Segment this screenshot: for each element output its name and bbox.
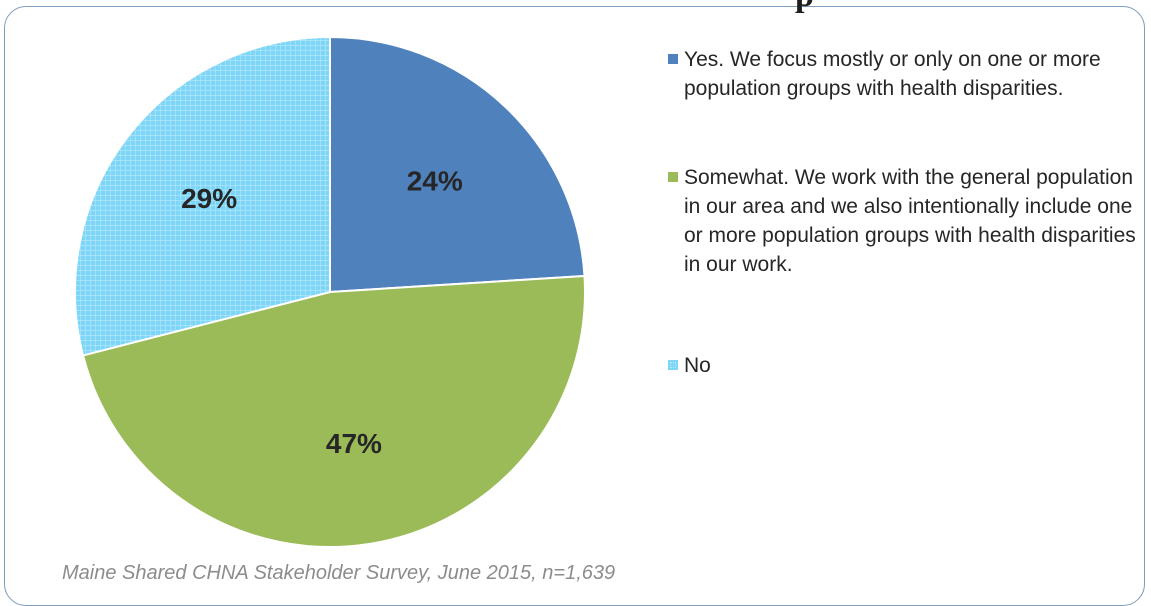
- legend-swatch-no: [668, 360, 678, 370]
- pie-label-somewhat: 47%: [326, 428, 382, 459]
- legend-item-no: No: [668, 351, 1138, 380]
- legend-label-somewhat: Somewhat. We work with the general popul…: [684, 166, 1136, 276]
- legend-item-yes: Yes. We focus mostly or only on one or m…: [668, 45, 1138, 163]
- pie-slice-somewhat: [81, 274, 586, 548]
- pie-chart: 24% 47% 29%: [74, 35, 586, 548]
- legend-label-yes: Yes. We focus mostly or only on one or m…: [684, 48, 1101, 100]
- chart-title-fragment: p: [795, 0, 855, 17]
- pie-slice-no: [74, 35, 331, 357]
- pie-label-yes: 24%: [407, 165, 463, 196]
- legend: Yes. We focus mostly or only on one or m…: [668, 45, 1138, 380]
- pie-slice-yes: [329, 35, 586, 294]
- source-caption: Maine Shared CHNA Stakeholder Survey, Ju…: [62, 562, 616, 584]
- legend-swatch-somewhat: [668, 172, 678, 182]
- legend-item-somewhat: Somewhat. We work with the general popul…: [668, 163, 1138, 351]
- legend-swatch-yes: [668, 54, 678, 64]
- legend-label-no: No: [684, 354, 711, 377]
- pie-label-no: 29%: [181, 183, 237, 214]
